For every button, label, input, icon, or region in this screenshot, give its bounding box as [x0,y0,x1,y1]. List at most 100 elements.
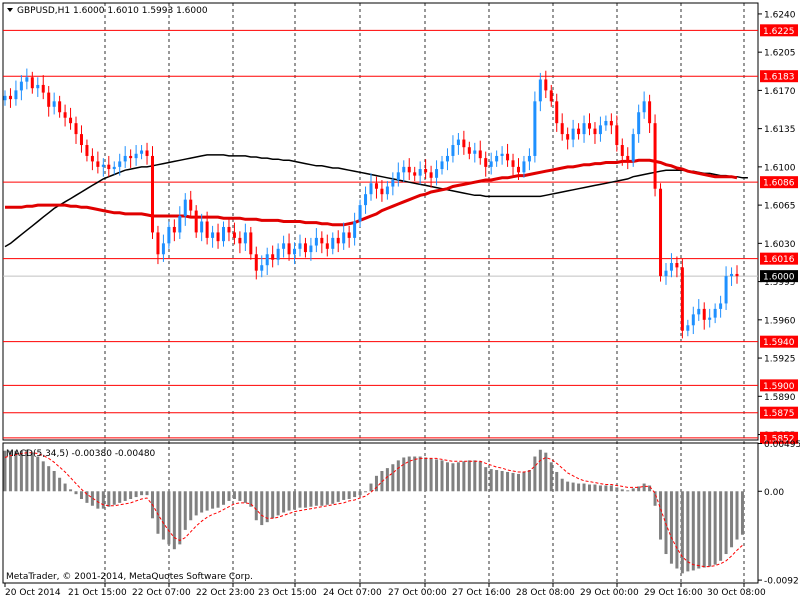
macd-bar [445,462,449,492]
macd-bar [140,491,144,496]
candle-body [462,139,466,148]
macd-bar [740,491,744,535]
candle-body [418,169,422,176]
macd-bar [571,482,575,492]
macd-bar [309,491,313,507]
macd-bar [478,461,482,492]
candle-body [19,81,23,91]
candle-body [200,221,204,233]
candle-body [664,270,668,277]
macd-bar [178,491,182,545]
level-label-box [760,70,798,83]
macd-pane[interactable] [2,442,759,584]
macd-bar [588,484,592,492]
candle-body [298,243,302,249]
candle-body [620,145,624,156]
macd-bar [8,450,12,492]
macd-histogram [3,449,744,574]
macd-bar [260,491,264,526]
macd-bar [342,491,346,500]
macd-bar [194,491,198,516]
level-label: 1.6183 [763,73,795,83]
macd-bar [593,484,597,492]
macd-bar [63,483,67,492]
macd-bar [538,449,542,492]
candle-body [342,232,346,244]
candle-body [161,243,165,255]
macd-bar [161,491,165,540]
macd-bar [374,475,378,492]
macd-bar [407,456,411,492]
candle-body [238,237,242,244]
level-label: 1.6225 [763,27,795,37]
macd-bar [293,491,297,510]
candle-body [680,267,684,331]
candle-body [555,101,559,124]
macd-bar [320,491,324,506]
candle-body [41,84,45,93]
candle-body [140,150,144,154]
candle-body [713,308,717,318]
macd-bar [484,467,488,492]
candle-body [309,245,313,253]
candle-body [303,243,307,253]
horizontal-levels [3,29,758,439]
candle-body [194,210,198,233]
candle-body [719,303,723,309]
macd-bar [25,449,29,492]
level-label: 1.5852 [763,434,795,444]
macd-title: MACD(5,34,5) -0.00380 -0.00480 [6,449,156,459]
macd-bar [107,491,111,507]
candle-body [609,120,613,126]
macd-tick-label: 0.00495 [764,440,800,450]
macd-bar [664,491,668,555]
candle-body [36,84,40,89]
candle-body [325,243,329,249]
candle-body [69,117,73,124]
macd-bar [577,483,581,492]
macd-bar [271,491,275,519]
candle-body [451,145,455,156]
x-tick-label: 24 Oct 07:00 [323,588,382,598]
macd-bar [500,471,504,492]
candle-body [3,95,7,101]
macd-bar [653,491,657,506]
macd-bar [473,460,477,492]
macd-bar [544,452,548,492]
macd-bar [314,491,318,506]
macd-bar [74,491,78,495]
level-label: 1.5875 [763,409,795,419]
y-tick-label: 1.6030 [764,240,796,250]
macd-bar [735,491,739,540]
dropdown-triangle-icon[interactable] [7,8,13,12]
candle-body [276,248,280,260]
candle-body [123,155,127,162]
macd-bar [69,489,73,492]
candle-body [134,153,138,159]
candle-body [331,237,335,249]
y-tick-label: 1.5960 [764,316,796,326]
macd-bar [222,491,226,505]
macd-tick-label: 0.00 [764,488,784,498]
macd-bar [41,461,45,492]
chart-title: GBPUSD,H1 1.6000 1.6010 1.5993 1.6000 [17,6,208,16]
candle-body [478,150,482,159]
macd-bar [435,459,439,492]
candle-body [429,172,433,178]
price-pane[interactable] [2,2,759,441]
macd-bar [620,489,624,492]
candle-body [445,155,449,162]
candle-body [500,153,504,156]
macd-bar [205,491,209,511]
y-tick-label: 1.6065 [764,202,796,212]
macd-bar [336,491,340,502]
macd-bar [156,491,160,534]
candle-body [156,232,160,255]
macd-bar [391,464,395,492]
candle-body [391,179,395,187]
candle-body [374,183,378,189]
macd-bar [369,483,373,492]
macd-bar [708,491,712,567]
macd-bar [303,491,307,508]
macd-bar [675,491,679,569]
